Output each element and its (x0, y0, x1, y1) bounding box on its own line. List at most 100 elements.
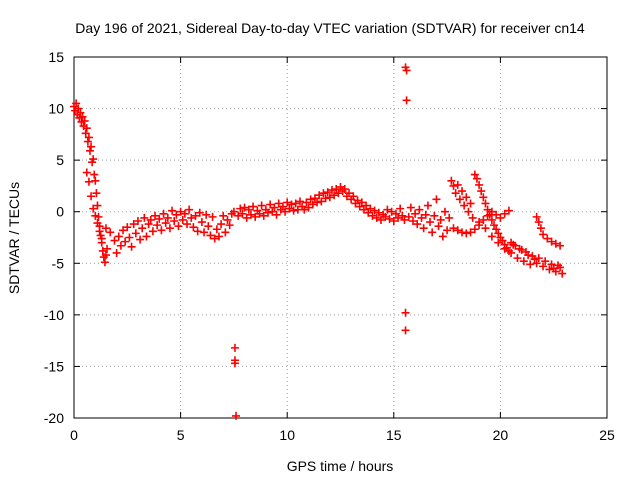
data-point (547, 237, 556, 246)
data-point (146, 215, 155, 224)
data-point (306, 195, 315, 204)
data-point (462, 193, 471, 202)
data-point (419, 224, 428, 233)
data-point (238, 209, 247, 218)
data-point (430, 211, 439, 220)
data-point (551, 239, 560, 248)
data-point (402, 66, 411, 75)
data-point (421, 210, 430, 219)
x-axis-label: GPS time / hours (287, 458, 394, 474)
data-point (432, 195, 441, 204)
data-point (95, 227, 104, 236)
data-point (530, 255, 539, 264)
data-point (127, 242, 136, 251)
data-point (477, 187, 486, 196)
data-point (462, 229, 471, 238)
data-point (517, 245, 526, 254)
data-point (274, 199, 283, 208)
data-point (470, 170, 479, 179)
data-point (492, 210, 501, 219)
data-point (330, 191, 339, 200)
data-point (396, 204, 405, 213)
data-point (249, 202, 258, 211)
data-point (84, 133, 93, 142)
data-point (323, 188, 332, 197)
data-point (366, 204, 375, 213)
data-point (285, 204, 294, 213)
data-point (144, 220, 153, 229)
data-point (165, 224, 174, 233)
y-tick-label: -15 (44, 358, 64, 374)
data-point (270, 203, 279, 212)
data-point (125, 233, 134, 242)
data-point (87, 142, 96, 151)
data-point (362, 201, 371, 210)
data-point (466, 199, 475, 208)
data-point (451, 189, 460, 198)
data-point (287, 200, 296, 209)
data-point (138, 224, 147, 233)
data-point (257, 201, 266, 210)
data-point (317, 197, 326, 206)
data-point (370, 206, 379, 215)
data-point (193, 227, 202, 236)
data-point (244, 205, 253, 214)
data-point (161, 219, 170, 228)
data-point (101, 224, 110, 233)
data-point (72, 99, 81, 108)
data-point (85, 146, 94, 155)
data-point (89, 155, 98, 164)
data-point (308, 200, 317, 209)
plot-frame (73, 56, 608, 419)
data-point (325, 193, 334, 202)
data-point (534, 254, 543, 263)
data-point (411, 209, 420, 218)
y-tick-label: -5 (52, 255, 65, 271)
x-tick-label: 25 (599, 427, 615, 443)
y-tick-label: 0 (56, 204, 64, 220)
data-point (436, 215, 445, 224)
data-point (400, 215, 409, 224)
data-point (496, 213, 505, 222)
y-tick-label: 15 (48, 49, 64, 65)
data-point (176, 207, 185, 216)
data-point (159, 209, 168, 218)
data-point (334, 189, 343, 198)
data-point (406, 203, 415, 212)
data-point (151, 211, 160, 220)
data-point (82, 124, 91, 133)
data-point (558, 269, 567, 278)
data-point (272, 210, 281, 219)
data-point (178, 215, 187, 224)
data-point (483, 211, 492, 220)
data-point (458, 187, 467, 196)
data-point (230, 343, 239, 352)
data-point (372, 213, 381, 222)
data-point (385, 214, 394, 223)
data-point (266, 200, 275, 209)
data-point (255, 209, 264, 218)
data-point (545, 265, 554, 274)
data-point (487, 215, 496, 224)
data-point (119, 226, 128, 235)
data-point (460, 201, 469, 210)
data-point (398, 211, 407, 220)
data-point (449, 224, 458, 233)
data-point (230, 359, 239, 368)
data-point (101, 251, 110, 260)
data-point (81, 129, 90, 138)
x-tick-label: 10 (279, 427, 295, 443)
data-point (443, 226, 452, 235)
data-point (246, 210, 255, 219)
x-tick-label: 0 (70, 427, 78, 443)
data-point (423, 201, 432, 210)
data-point (155, 214, 164, 223)
data-point (84, 177, 93, 186)
data-point (114, 232, 123, 241)
data-point (394, 213, 403, 222)
data-point (168, 206, 177, 215)
data-point (225, 221, 234, 230)
data-point (494, 238, 503, 247)
data-point (500, 209, 509, 218)
y-tick-label: 10 (48, 101, 64, 117)
